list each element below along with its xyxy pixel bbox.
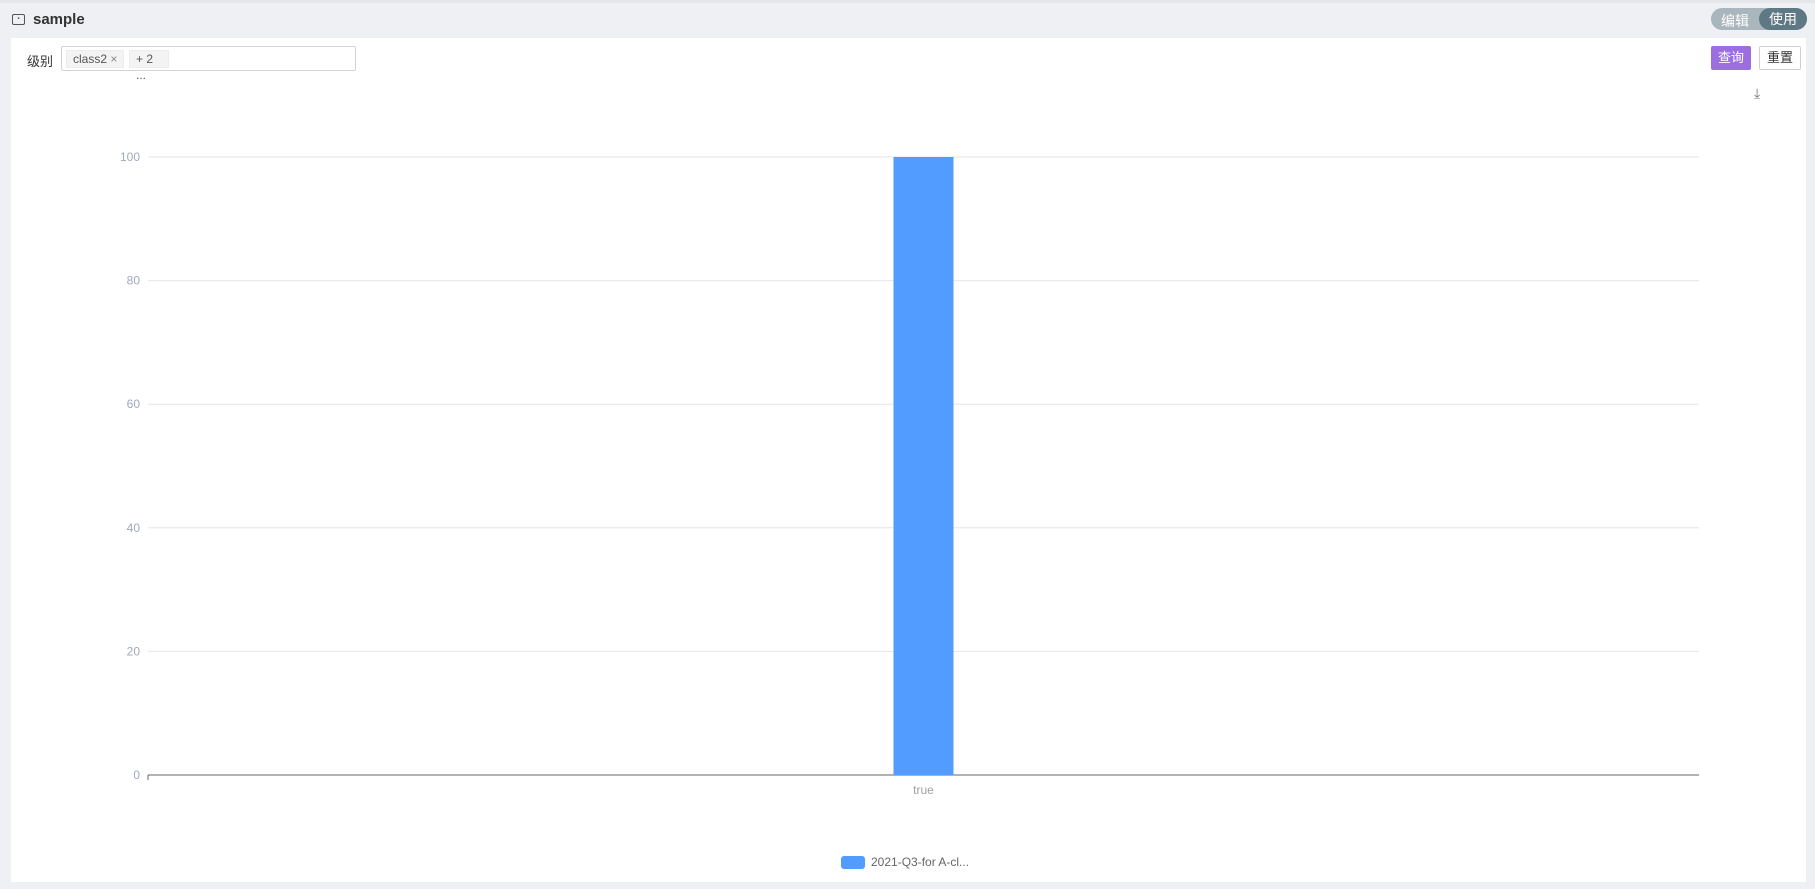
y-tick-label: 60	[127, 397, 141, 411]
reset-button[interactable]: 重置	[1759, 46, 1801, 70]
mode-toggle[interactable]: 编辑 使用	[1711, 8, 1807, 30]
y-tick-label: 100	[120, 150, 140, 164]
toggle-use[interactable]: 使用	[1759, 8, 1807, 30]
tag-class2: class2 ×	[66, 50, 125, 68]
y-tick-label: 0	[133, 768, 140, 782]
more-tags: + 2 ...	[129, 50, 169, 82]
chart-icon: ▪	[12, 14, 25, 25]
legend-item[interactable]: 2021-Q3-for A-cl...	[841, 855, 970, 870]
y-tick-label: 40	[127, 521, 141, 535]
y-tick-label: 20	[127, 644, 141, 658]
close-icon[interactable]: ×	[110, 52, 118, 66]
filter-label: 级别	[27, 54, 54, 69]
legend-swatch	[841, 856, 865, 870]
query-button[interactable]: 查询	[1711, 46, 1751, 70]
x-tick-label: true	[913, 783, 934, 797]
tag-label: class2	[73, 52, 108, 66]
level-select[interactable]: class2 × + 2 ...	[61, 46, 356, 82]
legend-label: 2021-Q3-for A-cl...	[871, 855, 970, 869]
download-icon[interactable]: ⤓	[1754, 85, 1761, 101]
bar	[893, 157, 954, 775]
top-border	[0, 0, 1815, 3]
toggle-edit[interactable]: 编辑	[1721, 13, 1749, 29]
page-title: sample	[33, 11, 85, 28]
y-tick-label: 80	[127, 274, 141, 288]
